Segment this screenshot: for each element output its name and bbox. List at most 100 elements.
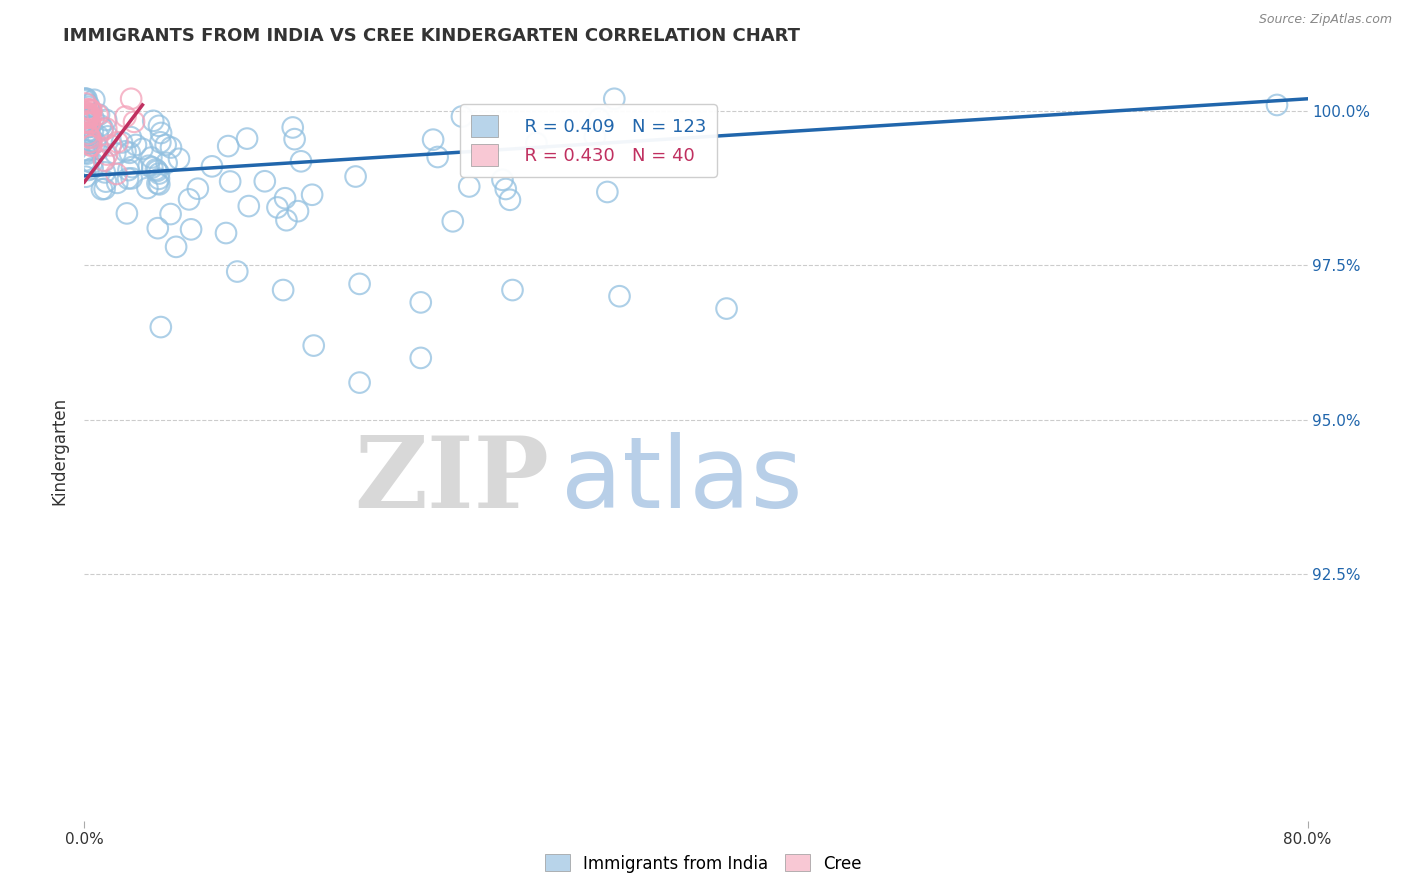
Point xyxy=(73,145,96,160)
Point xyxy=(274,191,297,205)
Point xyxy=(87,128,110,143)
Point xyxy=(105,176,128,190)
Point xyxy=(1265,98,1288,112)
Point xyxy=(281,120,304,135)
Point xyxy=(451,110,474,124)
Point xyxy=(290,154,312,169)
Point xyxy=(276,213,298,227)
Point xyxy=(148,167,170,181)
Point xyxy=(226,264,249,278)
Point xyxy=(80,103,103,118)
Point xyxy=(148,178,170,192)
Text: IMMIGRANTS FROM INDIA VS CREE KINDERGARTEN CORRELATION CHART: IMMIGRANTS FROM INDIA VS CREE KINDERGART… xyxy=(63,27,800,45)
Point xyxy=(76,104,98,119)
Point xyxy=(114,145,136,159)
Point xyxy=(80,130,103,145)
Point xyxy=(107,135,129,149)
Point xyxy=(94,165,117,179)
Legend:   R = 0.409   N = 123,   R = 0.430   N = 40: R = 0.409 N = 123, R = 0.430 N = 40 xyxy=(460,104,717,177)
Point xyxy=(131,142,153,156)
Point xyxy=(96,147,118,161)
Point xyxy=(82,124,104,138)
Point xyxy=(349,376,371,390)
Point xyxy=(76,114,98,128)
Point xyxy=(217,139,239,153)
Point xyxy=(149,136,172,150)
Point xyxy=(83,93,105,107)
Point xyxy=(77,108,100,122)
Point xyxy=(142,113,165,128)
Point xyxy=(253,174,276,188)
Point xyxy=(121,160,143,174)
Point xyxy=(77,110,100,124)
Point xyxy=(76,108,98,122)
Point xyxy=(80,135,103,149)
Point xyxy=(77,127,100,141)
Point xyxy=(111,136,134,150)
Point xyxy=(156,156,179,170)
Text: Source: ZipAtlas.com: Source: ZipAtlas.com xyxy=(1258,13,1392,27)
Point xyxy=(91,123,114,137)
Point xyxy=(145,162,167,177)
Point xyxy=(114,110,136,124)
Point xyxy=(76,144,98,158)
Point xyxy=(115,206,138,220)
Point xyxy=(80,138,103,153)
Point xyxy=(77,136,100,151)
Point xyxy=(75,96,97,111)
Point xyxy=(117,171,139,186)
Point xyxy=(77,98,100,112)
Point xyxy=(79,103,101,117)
Point xyxy=(148,171,170,186)
Point xyxy=(120,130,142,145)
Point xyxy=(146,164,169,178)
Point xyxy=(409,351,432,365)
Point xyxy=(77,154,100,169)
Point xyxy=(75,110,97,124)
Point xyxy=(73,109,96,123)
Point xyxy=(73,105,96,120)
Point xyxy=(79,138,101,153)
Point xyxy=(136,181,159,195)
Point xyxy=(104,146,127,161)
Text: atlas: atlas xyxy=(561,432,803,529)
Point xyxy=(93,153,115,168)
Point xyxy=(91,121,114,136)
Point xyxy=(491,173,513,187)
Point xyxy=(596,185,619,199)
Point xyxy=(201,159,224,173)
Point xyxy=(180,222,202,236)
Point xyxy=(73,111,96,125)
Text: ZIP: ZIP xyxy=(354,432,550,529)
Point xyxy=(125,138,148,153)
Point xyxy=(177,193,200,207)
Point xyxy=(79,135,101,149)
Point xyxy=(75,92,97,106)
Point xyxy=(609,289,631,303)
Point xyxy=(77,129,100,144)
Point xyxy=(90,119,112,133)
Point xyxy=(75,109,97,123)
Point xyxy=(77,120,100,134)
Point xyxy=(73,113,96,128)
Point xyxy=(77,123,100,137)
Point xyxy=(167,152,190,166)
Point xyxy=(148,119,170,133)
Point xyxy=(75,92,97,106)
Point xyxy=(96,112,118,127)
Point xyxy=(187,182,209,196)
Point xyxy=(76,146,98,161)
Point xyxy=(236,131,259,145)
Point xyxy=(86,107,108,121)
Point xyxy=(76,102,98,116)
Point xyxy=(150,126,173,140)
Point xyxy=(458,179,481,194)
Point xyxy=(422,133,444,147)
Point xyxy=(121,171,143,186)
Point xyxy=(441,214,464,228)
Point xyxy=(83,112,105,126)
Point xyxy=(75,111,97,125)
Point xyxy=(75,153,97,168)
Point xyxy=(120,92,142,106)
Point xyxy=(82,161,104,176)
